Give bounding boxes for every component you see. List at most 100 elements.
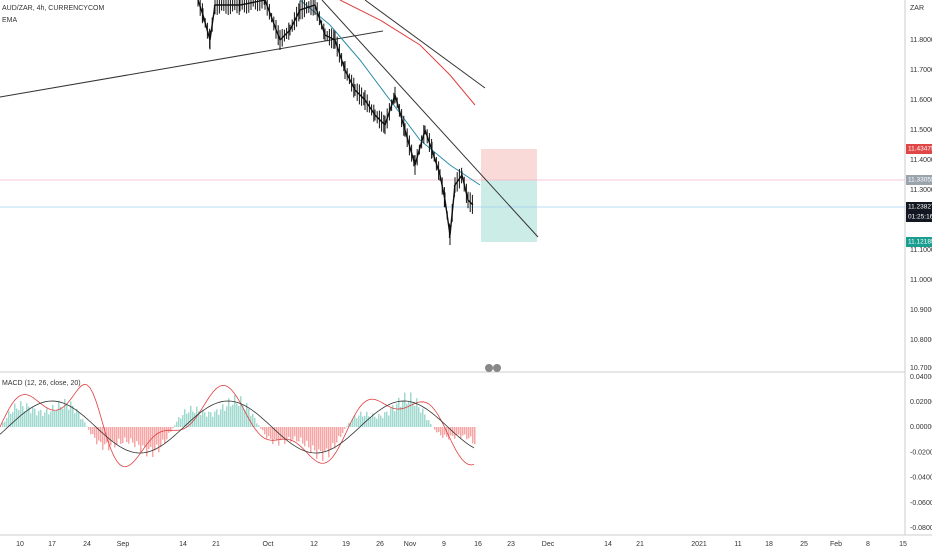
price-tag-label: 11.23827	[908, 204, 932, 211]
macd-histogram	[220, 409, 222, 427]
time-axis-label: 9	[442, 541, 446, 548]
macd-histogram	[472, 427, 474, 444]
price-axis-label: 10.9000	[910, 307, 932, 314]
macd-histogram	[370, 417, 372, 427]
macd-histogram	[72, 405, 74, 427]
macd-histogram	[32, 407, 34, 427]
macd-histogram	[254, 417, 256, 427]
event-icon[interactable]	[485, 364, 493, 372]
macd-histogram	[266, 427, 268, 439]
price-axis-label: 10.7000	[910, 365, 932, 372]
price-tag	[906, 202, 932, 222]
macd-histogram	[364, 415, 366, 427]
macd-histogram	[314, 427, 316, 451]
macd-histogram	[56, 409, 58, 427]
macd-histogram	[28, 406, 30, 427]
macd-histogram	[58, 400, 60, 427]
trend-line[interactable]	[364, 0, 486, 89]
macd-histogram	[88, 427, 90, 430]
macd-histogram	[450, 427, 452, 436]
macd-histogram	[412, 403, 414, 427]
price-tag-label: 11.33055	[908, 177, 932, 184]
macd-histogram	[298, 427, 300, 442]
macd-histogram	[216, 409, 218, 427]
macd-histogram	[350, 422, 352, 427]
stop-zone[interactable]	[481, 149, 537, 180]
macd-histogram	[440, 427, 442, 436]
time-axis-label: 8	[866, 541, 870, 548]
macd-histogram	[418, 407, 420, 427]
macd-histogram	[168, 427, 170, 433]
macd-histogram	[46, 408, 48, 427]
macd-histogram	[358, 415, 360, 427]
macd-histogram	[24, 411, 26, 427]
time-axis-label: 26	[376, 541, 384, 548]
time-axis-label: Feb	[830, 541, 842, 548]
macd-histogram	[260, 427, 262, 429]
macd-histogram	[336, 427, 338, 443]
macd-histogram	[82, 419, 84, 427]
macd-histogram	[206, 416, 208, 427]
macd-histogram	[232, 404, 234, 427]
macd-histogram	[338, 427, 340, 436]
macd-histogram	[104, 427, 106, 445]
macd-histogram	[380, 415, 382, 427]
macd-histogram	[274, 427, 276, 440]
macd-histogram	[400, 406, 402, 427]
macd-histogram	[226, 406, 228, 427]
macd-histogram	[176, 421, 178, 427]
price-tag	[906, 175, 932, 185]
macd-histogram	[90, 427, 92, 435]
macd-histogram	[406, 403, 408, 427]
macd-histogram	[102, 427, 104, 450]
macd-histogram	[142, 427, 144, 446]
macd-histogram	[118, 427, 120, 439]
ema-fast	[299, 0, 481, 186]
macd-histogram	[18, 410, 20, 427]
price-tag-label: 11.12185	[908, 239, 932, 246]
macd-histogram	[62, 408, 64, 427]
macd-histogram	[346, 426, 348, 427]
macd-histogram	[374, 416, 376, 427]
macd-histogram	[116, 427, 118, 445]
macd-histogram	[240, 396, 242, 427]
event-icon[interactable]	[493, 364, 501, 372]
macd-histogram	[36, 415, 38, 427]
macd-histogram	[94, 427, 96, 438]
macd-histogram	[190, 405, 192, 427]
macd-histogram	[230, 406, 232, 427]
macd-histogram	[462, 427, 464, 436]
macd-histogram	[12, 412, 14, 427]
macd-histogram	[44, 412, 46, 427]
macd-histogram	[442, 427, 444, 438]
time-axis-label: 23	[507, 541, 515, 548]
macd-histogram	[382, 418, 384, 427]
macd-histogram	[146, 427, 148, 457]
macd-histogram	[38, 411, 40, 427]
trend-line[interactable]	[321, 0, 539, 238]
macd-histogram	[92, 427, 94, 435]
macd-histogram	[458, 427, 460, 435]
macd-histogram	[244, 409, 246, 427]
macd-histogram	[296, 427, 298, 442]
price-axis-label: 10.8000	[910, 337, 932, 344]
time-axis-label: 24	[83, 541, 91, 548]
target-zone[interactable]	[481, 180, 537, 242]
macd-histogram	[390, 408, 392, 427]
macd-histogram	[234, 394, 236, 427]
macd-histogram	[282, 427, 284, 439]
macd-histogram	[112, 427, 114, 441]
macd-histogram	[414, 405, 416, 427]
macd-histogram	[218, 414, 220, 427]
macd-histogram	[68, 409, 70, 427]
macd-histogram	[186, 413, 188, 427]
macd-histogram	[444, 427, 446, 435]
time-axis-label: Sep	[117, 541, 130, 548]
macd-histogram	[388, 415, 390, 427]
trend-line[interactable]	[0, 30, 384, 98]
macd-histogram	[122, 427, 124, 444]
macd-histogram	[344, 427, 346, 429]
